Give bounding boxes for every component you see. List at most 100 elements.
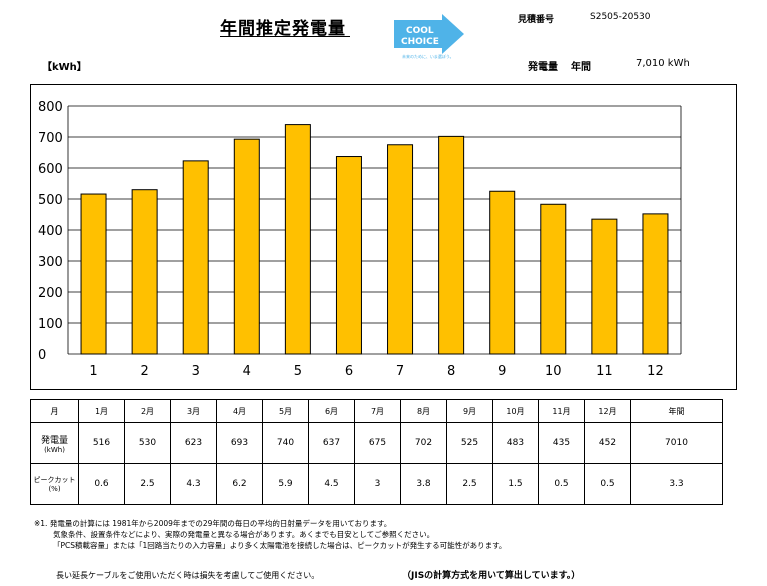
- peakcut-cell: 2.5: [446, 463, 493, 505]
- calculation-notes: ※1. 発電量の計算には 1981年から2009年までの29年間の毎日の平均的日…: [34, 518, 506, 551]
- logo-line1: COOL: [406, 26, 434, 36]
- x-tick-label: 4: [243, 364, 251, 379]
- generation-cell: 452: [584, 422, 631, 464]
- table-month-header: 6月: [308, 399, 355, 423]
- bar-month-5: [284, 124, 311, 355]
- x-tick-label: 12: [647, 364, 664, 379]
- bar-month-7: [387, 144, 414, 355]
- generation-cell: 675: [354, 422, 401, 464]
- x-tick-label: 2: [140, 364, 148, 379]
- bar-month-1: [80, 193, 107, 355]
- y-tick-label: 100: [38, 317, 63, 332]
- bar-month-9: [489, 190, 516, 355]
- x-tick-label: 9: [498, 364, 506, 379]
- peakcut-cell: 0.5: [538, 463, 585, 505]
- cool-choice-logo: COOL CHOICE 未来のために、いま選ぼう。: [394, 14, 464, 59]
- table-month-header: 8月: [400, 399, 447, 423]
- generation-cell: 637: [308, 422, 355, 464]
- unit-label: 【kWh】: [42, 62, 87, 73]
- x-tick-label: 1: [89, 364, 97, 379]
- bar-month-8: [438, 135, 465, 355]
- peakcut-cell: 3.8: [400, 463, 447, 505]
- generation-period: 年間: [571, 62, 591, 73]
- generation-cell: 435: [538, 422, 585, 464]
- x-tick-label: 10: [545, 364, 562, 379]
- generation-annual-cell: 7010: [630, 422, 723, 464]
- bar-month-2: [131, 189, 158, 355]
- logo-arrow-shape: [394, 14, 464, 54]
- generation-cell: 702: [400, 422, 447, 464]
- table-month-header: 4月: [216, 399, 263, 423]
- bar-month-11: [591, 218, 618, 355]
- bar-month-4: [233, 138, 260, 355]
- generation-label: 発電量: [528, 62, 558, 73]
- note-line: ※1. 発電量の計算には 1981年から2009年までの29年間の毎日の平均的日…: [34, 519, 392, 528]
- table-peakcut-row: ピークカット (%) 0.6 2.5 4.3 6.2 5.9 4.5 3 3.8…: [30, 463, 723, 505]
- y-axis-ticks: 0 100 200 300 400 500 600 700 800: [38, 100, 63, 363]
- note-line: 「PCS積載容量」または「1回路当たりの入力容量」より多く太陽電池を接続した場合…: [53, 541, 507, 550]
- generation-cell: 623: [170, 422, 217, 464]
- peakcut-cell: 0.6: [78, 463, 125, 505]
- chart-bars: [80, 124, 669, 355]
- table-generation-row: 発電量 (kWh) 516 530 623 693 740 637 675 70…: [30, 422, 723, 464]
- table-month-header: 11月: [538, 399, 585, 423]
- x-tick-label: 5: [294, 364, 302, 379]
- generation-cell: 483: [492, 422, 539, 464]
- estimate-number-value: S2505-20530: [590, 12, 651, 22]
- logo-tagline: 未来のために、いま選ぼう。: [402, 53, 454, 59]
- generation-cell: 525: [446, 422, 493, 464]
- y-tick-label: 400: [38, 224, 63, 239]
- table-month-header: 9月: [446, 399, 493, 423]
- bar-month-10: [540, 203, 567, 355]
- peakcut-annual-cell: 3.3: [630, 463, 723, 505]
- bar-month-6: [335, 156, 362, 355]
- peakcut-row-title: ピークカット: [33, 476, 76, 484]
- x-tick-label: 6: [345, 364, 353, 379]
- estimate-number-label: 見積番号: [518, 15, 555, 25]
- y-tick-label: 800: [38, 100, 63, 115]
- peakcut-cell: 4.5: [308, 463, 355, 505]
- peakcut-cell: 0.5: [584, 463, 631, 505]
- table-month-header: 2月: [124, 399, 171, 423]
- page-title: 年間推定発電量: [220, 19, 346, 39]
- table-month-header: 10月: [492, 399, 539, 423]
- peakcut-row-label: ピークカット (%): [30, 463, 79, 505]
- y-tick-label: 700: [38, 131, 63, 146]
- jis-method-note: （JISの計算方式を用いて算出しています。）: [402, 571, 581, 581]
- generation-row-label: 発電量 (kWh): [30, 422, 79, 464]
- generation-cell: 693: [216, 422, 263, 464]
- generation-cell: 740: [262, 422, 309, 464]
- generation-row-title: 発電量: [40, 435, 68, 446]
- x-tick-label: 11: [596, 364, 613, 379]
- peakcut-cell: 4.3: [170, 463, 217, 505]
- y-tick-label: 200: [38, 286, 63, 301]
- x-axis-ticks: 1 2 3 4 5 6 7 8 9 10 11 12: [89, 364, 663, 379]
- table-month-header: 1月: [78, 399, 125, 423]
- bar-month-3: [182, 160, 209, 355]
- logo-line2: CHOICE: [401, 37, 439, 47]
- y-tick-label: 300: [38, 255, 63, 270]
- peakcut-cell: 2.5: [124, 463, 171, 505]
- x-tick-label: 7: [396, 364, 404, 379]
- peakcut-cell: 3: [354, 463, 401, 505]
- peakcut-cell: 1.5: [492, 463, 539, 505]
- x-tick-label: 8: [447, 364, 455, 379]
- title-underline: [220, 36, 350, 37]
- table-header-row: 月 1月 2月 3月 4月 5月 6月 7月 8月 9月 10月 11月 12月…: [30, 399, 723, 423]
- table-header-label: 月: [30, 399, 79, 423]
- y-tick-label: 500: [38, 193, 63, 208]
- table-month-header: 3月: [170, 399, 217, 423]
- generation-row-unit: (kWh): [44, 445, 65, 454]
- monthly-data-table: 月 1月 2月 3月 4月 5月 6月 7月 8月 9月 10月 11月 12月…: [30, 399, 723, 505]
- x-tick-label: 3: [192, 364, 200, 379]
- peakcut-row-unit: (%): [48, 485, 61, 493]
- table-month-header: 5月: [262, 399, 309, 423]
- generation-cell: 530: [124, 422, 171, 464]
- peakcut-cell: 6.2: [216, 463, 263, 505]
- chart-gridlines: [67, 105, 682, 355]
- table-month-header: 12月: [584, 399, 631, 423]
- generation-total-value: 7,010 kWh: [636, 58, 690, 69]
- table-month-header: 7月: [354, 399, 401, 423]
- peakcut-cell: 5.9: [262, 463, 309, 505]
